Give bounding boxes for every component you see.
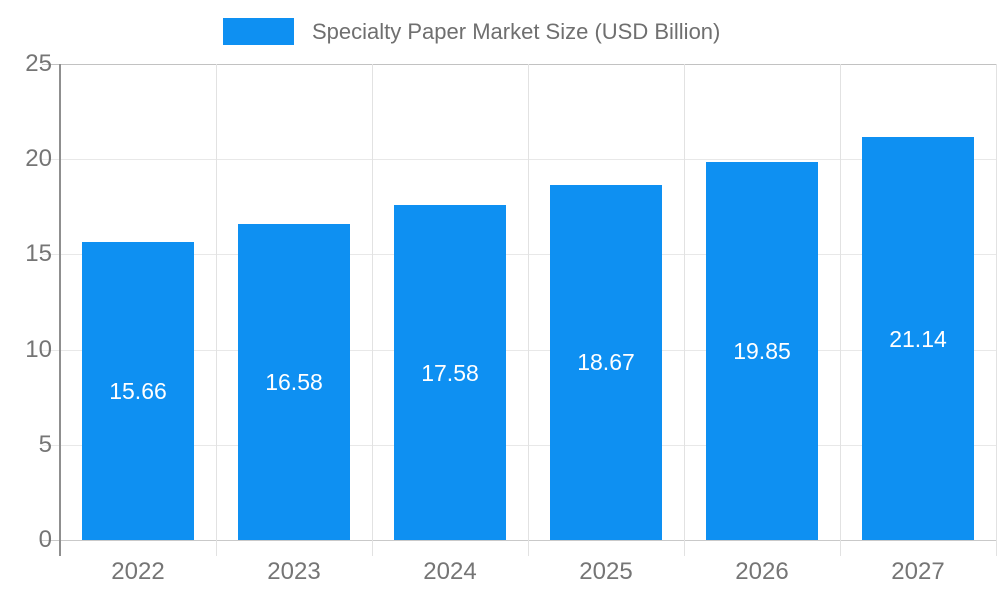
bar-value-label-2024: 17.58 <box>421 360 479 386</box>
bar-2024[interactable] <box>394 205 506 540</box>
x-gridline-6 <box>996 64 997 556</box>
x-gridline-3 <box>528 64 529 556</box>
y-axis-line <box>59 64 61 556</box>
y-tick-label-10: 10 <box>25 336 52 363</box>
x-tick-label-2022: 2022 <box>111 558 165 585</box>
y-gridline-10 <box>42 350 996 351</box>
bar-value-label-2027: 21.14 <box>889 326 947 352</box>
x-gridline-5 <box>840 64 841 556</box>
y-gridline-20 <box>42 159 996 160</box>
x-tick-label-2026: 2026 <box>735 558 789 585</box>
y-gridline-15 <box>42 254 996 255</box>
bar-value-label-2025: 18.67 <box>577 349 635 375</box>
y-tick-label-25: 25 <box>25 50 52 77</box>
y-tick-label-20: 20 <box>25 145 52 172</box>
bar-value-label-2023: 16.58 <box>265 369 323 395</box>
y-gridline-0 <box>42 540 996 541</box>
x-tick-label-2024: 2024 <box>423 558 477 585</box>
bar-2022[interactable] <box>82 242 194 540</box>
x-tick-label-2027: 2027 <box>891 558 945 585</box>
x-gridline-1 <box>216 64 217 556</box>
bar-2027[interactable] <box>862 137 974 540</box>
x-tick-label-2023: 2023 <box>267 558 321 585</box>
bar-value-label-2022: 15.66 <box>109 378 167 404</box>
legend-label: Specialty Paper Market Size (USD Billion… <box>312 19 721 44</box>
bar-value-label-2026: 19.85 <box>733 338 791 364</box>
y-tick-label-15: 15 <box>25 240 52 267</box>
y-gridline-25 <box>42 64 996 65</box>
bar-2023[interactable] <box>238 224 350 540</box>
y-tick-label-0: 0 <box>38 526 52 553</box>
bar-2026[interactable] <box>706 162 818 540</box>
x-tick-label-2025: 2025 <box>579 558 633 585</box>
x-gridline-2 <box>372 64 373 556</box>
legend-swatch <box>223 18 294 45</box>
x-gridline-4 <box>684 64 685 556</box>
y-tick-label-5: 5 <box>38 431 52 458</box>
y-gridline-5 <box>42 445 996 446</box>
bar-2025[interactable] <box>550 185 662 540</box>
